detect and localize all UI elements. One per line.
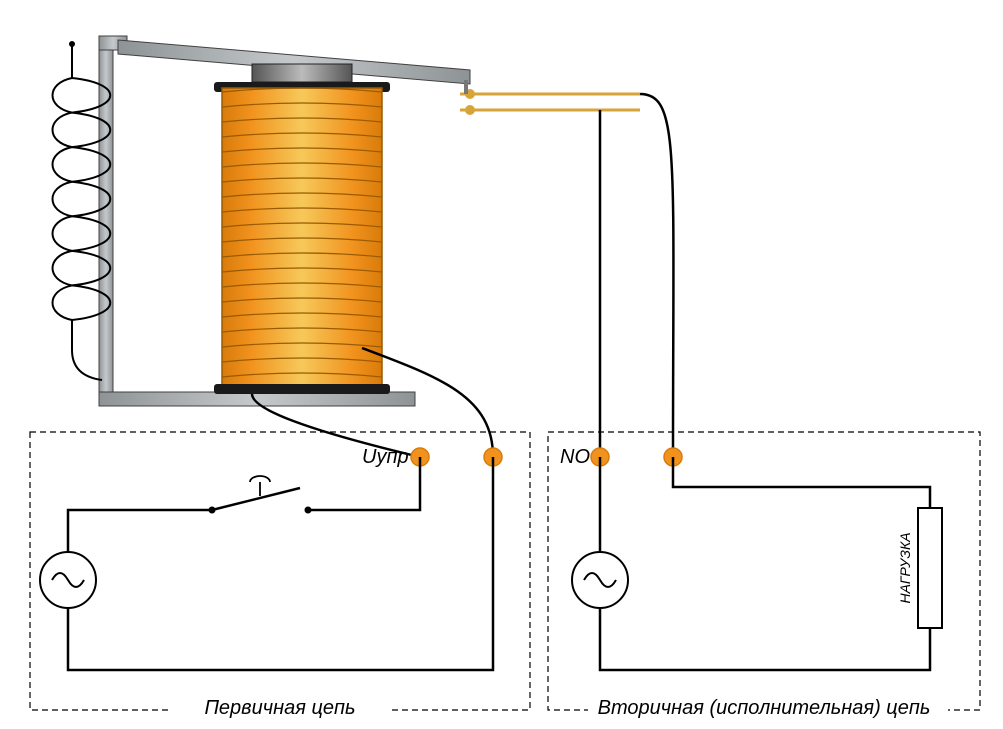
primary-label: Первичная цепь xyxy=(204,697,355,719)
coil-bottom-flange xyxy=(214,384,390,394)
secondary-circuit-box xyxy=(548,432,980,710)
secondary-wire-s2 xyxy=(673,457,930,508)
primary-wire-top-left xyxy=(68,510,212,552)
contact-lower-bulb xyxy=(465,105,475,115)
load-resistor xyxy=(918,508,942,628)
secondary-source-wave xyxy=(584,573,616,587)
primary-circuit-box xyxy=(30,432,530,710)
load-label: НАГРУЗКА xyxy=(897,532,913,603)
spring-anchor xyxy=(69,41,75,47)
spring-bottom-wire xyxy=(72,350,102,380)
core-top xyxy=(252,64,352,82)
frame-base xyxy=(99,392,415,406)
secondary-label: Вторичная (исполнительная) цепь xyxy=(598,697,931,719)
primary-switch-lever xyxy=(212,488,300,510)
primary-pushbutton xyxy=(250,476,270,496)
wire-contact-to-s2 xyxy=(640,94,673,457)
frame-post xyxy=(99,36,113,406)
primary-wire-bottom xyxy=(68,457,493,670)
label-uupr: Uупр xyxy=(362,446,409,468)
label-no: NO xyxy=(560,446,590,468)
primary-source-wave xyxy=(52,573,84,587)
secondary-wire-bottom xyxy=(600,608,930,670)
primary-switch-pivot xyxy=(209,507,216,514)
